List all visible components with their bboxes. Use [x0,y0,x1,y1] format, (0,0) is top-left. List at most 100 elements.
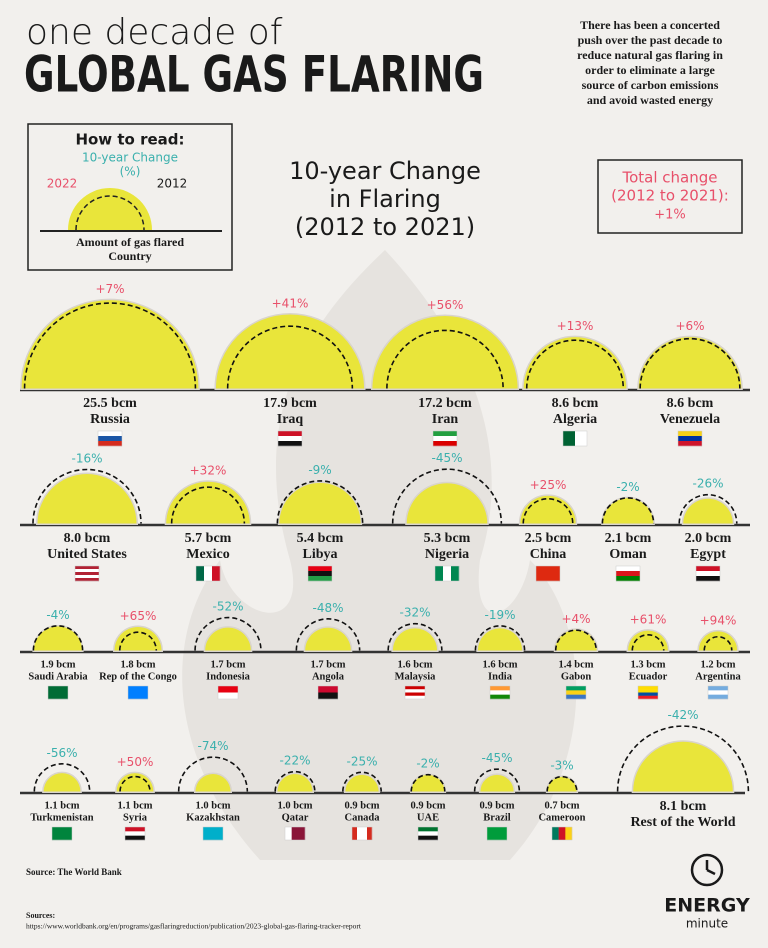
flag-border [195,565,221,582]
flag-stripe [443,566,452,581]
how-bottom: Country [108,249,151,263]
flag-stripe [708,686,728,691]
dome-2012 [170,486,246,524]
flag-stripe [490,694,510,700]
flag-stripe [98,436,122,442]
flag-stripe [638,692,658,696]
value-label: 8.6 bcm [552,396,599,411]
dome-2012 [474,625,526,651]
flag-border [74,565,100,582]
dome-2012 [631,634,665,651]
change-label: +6% [675,319,704,333]
flag-border [677,430,703,447]
country-label: Russia [90,412,130,427]
flag-border [562,430,588,447]
country-label: Cameroon [538,812,585,823]
flag-stripe [75,575,99,579]
change-label: -9% [308,463,331,477]
dome-2021 [164,480,252,525]
flag-stripe [367,827,373,840]
country-label: Rest of the World [630,815,735,830]
country-label: Saudi Arabia [28,671,88,682]
country-label: Canada [344,812,380,823]
value-label: 17.9 bcm [263,396,317,411]
value-label: 1.1 bcm [118,800,153,811]
flag-border [351,826,373,841]
flag-stripe [708,694,728,700]
flag-stripe [291,827,299,840]
dome-2012 [410,773,446,792]
dome-2012 [387,622,443,651]
dome-2021 [476,626,524,652]
flag-stripe [490,686,510,691]
flag-stripe [638,689,658,693]
flag-stripe [75,572,99,576]
chart-title: (2012 to 2021) [295,213,475,241]
flag-stripe [212,566,221,581]
change-label: +65% [120,609,157,623]
flag-stripe [204,566,213,581]
flag-stripe [318,692,338,700]
intro-line: reduce natural gas flaring in [577,48,723,62]
dome-2012 [391,468,503,524]
dome-2021 [42,771,82,793]
flame-watermark [182,250,577,860]
intro-line: push over the past decade to [578,33,723,47]
country-label: India [488,671,513,682]
dome-2012 [554,629,598,651]
change-label: -25% [346,754,377,768]
flag-stripe [490,690,510,695]
main-title: GLOBAL GAS FLARING [24,46,484,104]
value-label: 0.9 bcm [480,800,515,811]
flag-stripe [433,431,457,437]
change-label: -16% [71,451,102,465]
dome-2012 [226,325,354,389]
flag-stripe [678,431,702,437]
value-label: 2.5 bcm [525,531,572,546]
flag-stripe [433,441,457,447]
flag-stripe [308,576,332,582]
flag-stripe [285,827,292,840]
dome-2021 [681,497,735,525]
country-label: Ecuador [629,671,668,682]
flag-border [432,430,458,447]
flag-border [637,685,659,700]
flag-border [486,826,508,841]
change-label: +61% [630,613,667,627]
change-label: -45% [481,751,512,765]
flag-stripe [196,566,205,581]
flag-stripe [678,436,702,442]
how-right: 2012 [157,177,188,191]
flag-stripe [98,431,122,437]
flag-stripe [52,827,72,841]
flag-stripe [75,578,99,582]
how-dashed [75,195,145,231]
dome-2012 [194,616,262,651]
dome-2021 [275,772,315,793]
value-label: 5.4 bcm [297,531,344,546]
dome-2012 [23,302,197,389]
total-label: (2012 to 2021): [611,187,729,205]
flag-border [317,685,339,700]
value-label: 8.1 bcm [660,799,707,814]
country-label: Venezuela [660,412,720,427]
dome-2012 [33,763,91,792]
flag-stripe [487,827,507,841]
change-label: -19% [484,608,515,622]
intro-line: and avoid wasted energy [587,93,713,107]
flag-stripe [357,827,363,840]
change-label: -56% [46,746,77,760]
change-label: -74% [197,739,228,753]
country-label: Gabon [561,671,592,682]
change-label: -2% [616,480,639,494]
flag-stripe [352,827,358,840]
country-label: Indonesia [206,671,251,682]
flag-stripe [616,571,640,577]
logo-hands [705,860,716,876]
dome-2012 [32,468,142,524]
flag-stripe [128,686,148,700]
dome-2012 [276,480,364,524]
value-label: 1.7 bcm [211,659,246,670]
flag-stripe [418,831,438,836]
